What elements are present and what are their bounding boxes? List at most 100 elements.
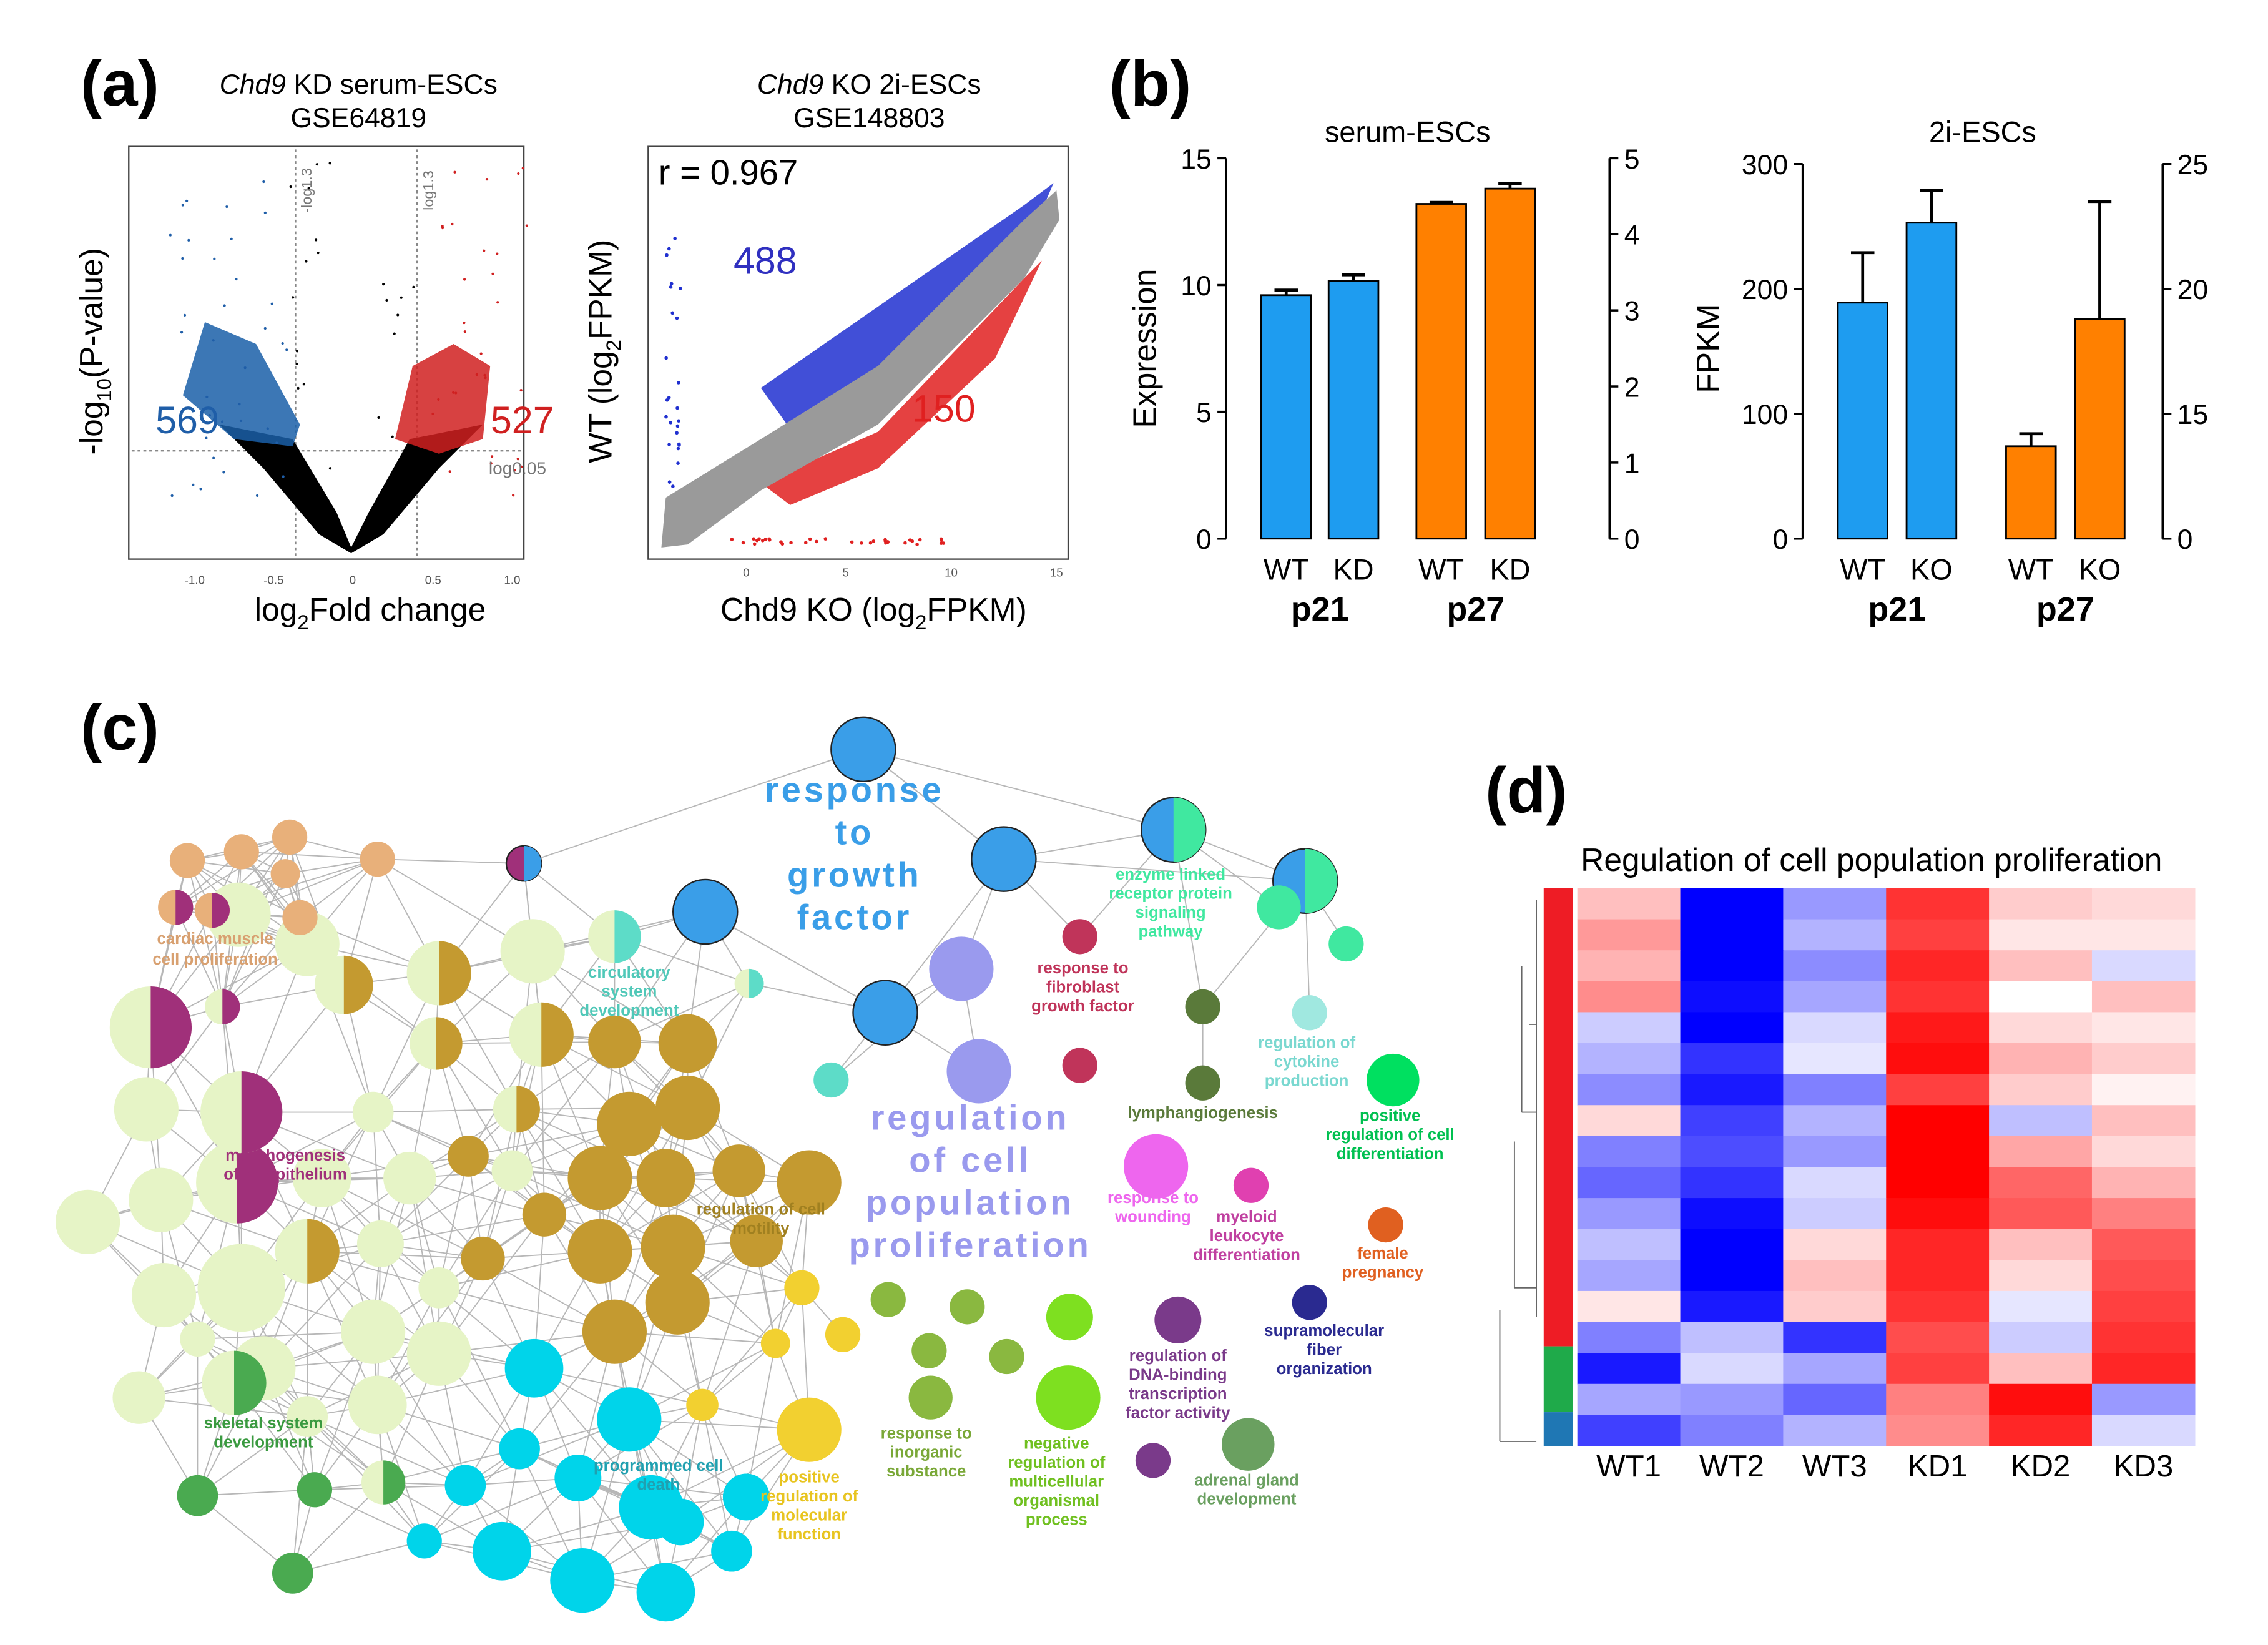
point: [292, 296, 295, 299]
heatmap-cell: [1577, 1383, 1681, 1416]
node-half: [383, 1460, 406, 1505]
point: [463, 322, 466, 325]
node: [971, 826, 1037, 892]
heatmap-cell: [1680, 1353, 1784, 1385]
node-label: to: [835, 813, 874, 852]
heatmap-cell: [1680, 1105, 1784, 1137]
y-axis-label: FPKM: [1690, 303, 1726, 393]
bar: [2074, 318, 2126, 540]
node: [870, 1282, 906, 1317]
point: [441, 224, 444, 228]
point: [281, 341, 284, 345]
node-label: regulation of: [1258, 1034, 1355, 1051]
node-label: cell proliferation: [152, 951, 277, 968]
node-label: programmed cell: [594, 1457, 724, 1475]
point: [767, 537, 771, 541]
heatmap-cell: [1680, 1415, 1784, 1446]
edge: [438, 1170, 513, 1289]
point: [673, 237, 677, 240]
point: [169, 233, 172, 237]
charts: serum-ESCs Expression 0 5 10 15 0 1 2 3 4 5 WT KD WT KD…: [1127, 116, 2209, 1484]
node: [352, 1091, 394, 1133]
point: [667, 480, 672, 484]
heatmap-cell: [1783, 888, 1887, 920]
heatmap-cell: [1783, 1383, 1887, 1416]
heatmap-cell: [1783, 1290, 1887, 1323]
node: [929, 936, 994, 1001]
plot-subtitle: GSE64819: [290, 103, 426, 134]
node: [852, 980, 918, 1046]
heatmap-cell: [1783, 1322, 1887, 1353]
point: [448, 470, 451, 473]
node-label: factor activity: [1126, 1404, 1230, 1422]
count-label: 150: [912, 387, 976, 430]
node: [272, 1553, 313, 1594]
edge: [383, 1448, 520, 1483]
node-label: cardiac muscle: [157, 930, 273, 948]
y2-tick-label: 2: [1624, 372, 1640, 403]
heatmap-cell: [1577, 1322, 1681, 1353]
point: [212, 339, 215, 342]
node-label: inorganic: [890, 1444, 963, 1461]
y-tick-label: 100: [1742, 400, 1788, 430]
node-label: differentiation: [1193, 1246, 1300, 1264]
point: [270, 302, 273, 305]
point: [225, 205, 228, 209]
edge: [380, 1214, 545, 1245]
heatmap-cell: [1680, 1322, 1784, 1353]
node-label: multicellular: [1009, 1473, 1104, 1491]
point: [669, 282, 674, 286]
correlation-label: r = 0.967: [659, 153, 798, 192]
heatmap-cell: [2091, 1260, 2196, 1292]
node: [473, 1521, 531, 1581]
point: [675, 424, 680, 428]
point: [757, 537, 761, 541]
heatmap-cell: [1680, 1012, 1784, 1044]
heatmap-cell: [1577, 1353, 1681, 1385]
node: [360, 841, 395, 877]
heatmap-cell: [1989, 950, 2093, 982]
point: [180, 331, 184, 334]
point: [454, 391, 458, 395]
dendrogram: [1499, 900, 1538, 1442]
node: [499, 1428, 540, 1470]
node-label: pregnancy: [1342, 1264, 1424, 1281]
node: [550, 1548, 615, 1613]
point: [266, 427, 269, 430]
heatmap-cell: [1783, 1415, 1887, 1446]
point: [664, 356, 668, 360]
x-tick-label: 1.0: [504, 573, 520, 586]
point: [667, 247, 671, 251]
node: [418, 1267, 459, 1309]
node-half: [524, 846, 542, 881]
node: [567, 1146, 632, 1210]
x-tick-label: WT2: [1699, 1449, 1764, 1483]
node: [730, 1214, 783, 1268]
heatmap-cell: [1680, 981, 1784, 1013]
edge: [314, 1489, 425, 1542]
heatmap-cell: [1577, 1198, 1681, 1230]
node-half: [343, 955, 373, 1014]
point: [205, 395, 209, 398]
point: [665, 398, 669, 402]
point: [475, 373, 478, 376]
node: [131, 1263, 197, 1328]
node-label: fiber: [1307, 1342, 1342, 1359]
node: [1062, 919, 1097, 955]
point: [516, 458, 519, 461]
heatmap-cell: [1989, 1322, 2093, 1353]
node-label: development: [214, 1433, 313, 1451]
error-bar: [1498, 182, 1522, 189]
node-label: organismal: [1014, 1492, 1099, 1510]
heatmap-cell: [1783, 1353, 1887, 1385]
point: [315, 238, 318, 242]
panel-label: (d): [1485, 754, 1568, 826]
node-half: [436, 1017, 463, 1070]
heatmap-cell: [1577, 1167, 1681, 1199]
node: [784, 1270, 820, 1305]
point: [187, 238, 190, 242]
chart-title: 2i-ESCs: [1929, 116, 2036, 149]
node: [686, 1388, 719, 1422]
node: [348, 1375, 407, 1435]
